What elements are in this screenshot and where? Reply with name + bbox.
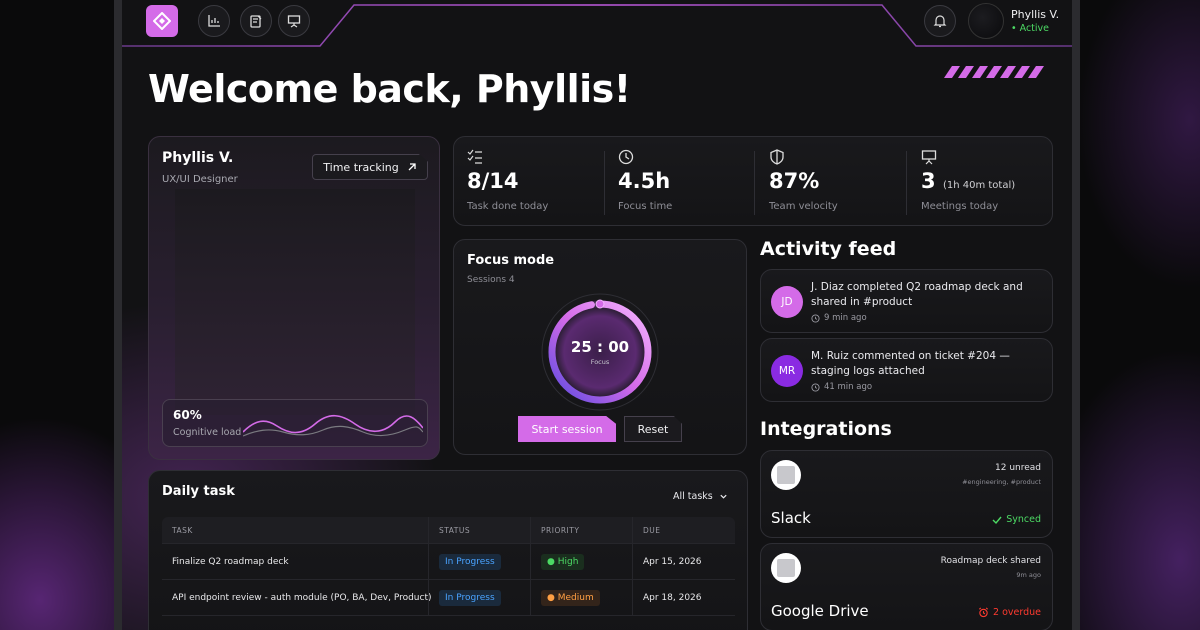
profile-role: UX/UI Designer <box>162 174 238 185</box>
integration-status: 2 overdue <box>978 607 1041 618</box>
activity-time: 9 min ago <box>811 313 867 323</box>
chevron-down-icon <box>720 494 727 499</box>
alarm-icon <box>979 607 989 618</box>
stat-meetings: 3 (1h 40m total) Meetings today <box>921 149 1071 219</box>
activity-feed-title: Activity feed <box>760 238 897 260</box>
avatar[interactable] <box>968 3 1004 39</box>
focus-mode-card: Focus mode Sessions 4 25 : 00 Focus Star… <box>453 239 747 455</box>
activity-text: M. Ruiz commented on ticket #204 — stagi… <box>811 350 1010 377</box>
focus-timer-ring <box>541 293 659 411</box>
profile-photo <box>175 189 415 415</box>
presentation-icon[interactable] <box>278 5 310 37</box>
integration-slack[interactable]: 12 unread #engineering, #product Slack S… <box>760 450 1053 538</box>
due-date: Apr 15, 2026 <box>643 556 702 567</box>
cognitive-load-label: Cognitive load <box>173 427 242 438</box>
integration-detail: #engineering, #product <box>962 478 1041 486</box>
cognitive-load-value: 60% <box>173 408 202 422</box>
frame-rail-right <box>1072 0 1080 630</box>
stat-label: Team velocity <box>769 201 838 212</box>
stat-tasks: 8/14 Task done today <box>467 149 617 219</box>
decor-stripes <box>944 66 1044 78</box>
cognitive-load-wave <box>243 414 423 437</box>
priority-badge: ● High <box>541 553 585 570</box>
focus-sessions: Sessions 4 <box>467 275 515 285</box>
stats-card: 8/14 Task done today 4.5h Focus time 87%… <box>453 136 1053 226</box>
status-cell: In Progress <box>439 580 501 615</box>
column-header: STATUS <box>439 525 471 535</box>
avatar: JD <box>771 286 803 318</box>
column-header: PRIORITY <box>541 525 580 535</box>
arrow-up-right-icon <box>408 163 416 171</box>
shield-icon <box>770 149 784 165</box>
stat-velocity: 87% Team velocity <box>769 149 919 219</box>
activity-time: 41 min ago <box>811 382 872 392</box>
stat-value: 3 (1h 40m total) <box>921 169 1016 193</box>
task-name: Finalize Q2 roadmap deck <box>172 556 289 567</box>
daily-task-card: Daily task All tasks TASK STATUS PRIORIT… <box>148 470 748 630</box>
reset-button[interactable]: Reset <box>624 416 682 442</box>
stat-label: Focus time <box>618 201 673 212</box>
due-date: Apr 18, 2026 <box>643 592 702 603</box>
user-name: Phyllis V. <box>1011 8 1060 21</box>
table-row[interactable]: API endpoint review - auth module (PO, B… <box>162 580 735 616</box>
task-table: TASK STATUS PRIORITY DUE Finalize Q2 roa… <box>162 517 735 616</box>
activity-text: J. Diaz completed Q2 roadmap deck and sh… <box>811 281 1023 308</box>
checklist-icon <box>467 149 482 164</box>
chart-icon[interactable] <box>198 5 230 37</box>
table-header: TASK STATUS PRIORITY DUE <box>162 517 735 544</box>
activity-item[interactable]: JD J. Diaz completed Q2 roadmap deck and… <box>760 269 1053 333</box>
focus-timer-value: 25 : 00 <box>570 338 630 356</box>
check-icon <box>992 516 1002 524</box>
page-title: Welcome back, Phyllis! <box>148 67 631 111</box>
dashboard-window: Phyllis V. • Active Welcome back, Phylli… <box>122 0 1072 630</box>
topbar-frame <box>122 4 1072 47</box>
integration-detail: 9m ago <box>1016 571 1041 579</box>
priority-badge: ● Medium <box>541 589 600 606</box>
cognitive-load-panel: 60% Cognitive load <box>162 399 428 447</box>
status-badge: In Progress <box>439 589 501 606</box>
stat-value: 4.5h <box>618 169 671 193</box>
history-icon <box>811 313 820 323</box>
slack-logo <box>771 460 801 490</box>
priority-cell: ● Medium <box>541 580 600 615</box>
task-filter-dropdown[interactable]: All tasks <box>673 491 728 502</box>
app-logo[interactable] <box>146 5 178 37</box>
integration-status: Synced <box>992 514 1041 525</box>
table-row[interactable]: Finalize Q2 roadmap deck In Progress ● H… <box>162 544 735 580</box>
stat-label: Meetings today <box>921 201 999 212</box>
stat-focus-time: 4.5h Focus time <box>618 149 768 219</box>
integration-name: Google Drive <box>771 602 869 620</box>
presentation-icon <box>921 150 937 165</box>
integration-summary: Roadmap deck shared <box>940 556 1041 566</box>
priority-cell: ● High <box>541 544 585 579</box>
integrations-title: Integrations <box>760 418 892 440</box>
stat-label: Task done today <box>467 201 549 212</box>
history-icon <box>811 382 820 392</box>
focus-title: Focus mode <box>467 253 555 268</box>
profile-card: Phyllis V. UX/UI Designer Time tracking … <box>148 136 440 460</box>
integration-google-drive[interactable]: Roadmap deck shared 9m ago Google Drive … <box>760 543 1053 630</box>
task-name: API endpoint review - auth module (PO, B… <box>172 592 432 603</box>
frame-rail-left <box>114 0 122 630</box>
status-badge: In Progress <box>439 553 501 570</box>
user-status: • Active <box>1011 23 1050 34</box>
column-header: DUE <box>643 525 661 535</box>
google-drive-logo <box>771 553 801 583</box>
status-cell: In Progress <box>439 544 501 579</box>
notes-icon[interactable] <box>240 5 272 37</box>
start-session-button[interactable]: Start session <box>518 416 616 442</box>
stat-value: 8/14 <box>467 169 519 193</box>
clock-icon <box>618 149 634 165</box>
integration-summary: 12 unread <box>995 463 1041 473</box>
avatar: MR <box>771 355 803 387</box>
stat-value: 87% <box>769 169 820 193</box>
integration-name: Slack <box>771 509 811 527</box>
column-header: TASK <box>172 525 193 535</box>
activity-item[interactable]: MR M. Ruiz commented on ticket #204 — st… <box>760 338 1053 402</box>
focus-timer-label: Focus <box>590 358 610 366</box>
bell-icon[interactable] <box>924 5 956 37</box>
profile-name: Phyllis V. <box>162 150 234 166</box>
daily-task-title: Daily task <box>162 484 235 499</box>
time-tracking-button[interactable]: Time tracking <box>312 154 428 180</box>
